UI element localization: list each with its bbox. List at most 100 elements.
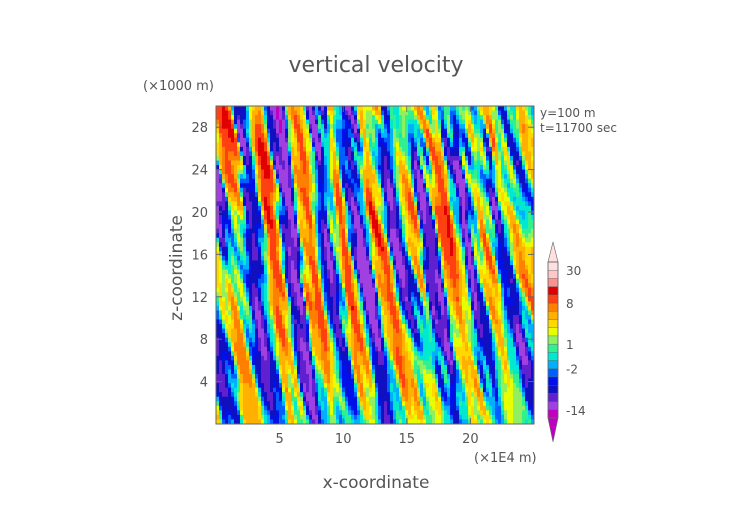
heatmap-cell <box>249 251 253 257</box>
heatmap-cell <box>312 205 316 212</box>
heatmap-cell <box>468 278 472 284</box>
heatmap-cell <box>504 228 508 234</box>
heatmap-cell <box>495 187 499 193</box>
heatmap-cell <box>375 274 379 280</box>
heatmap-cell <box>396 133 400 139</box>
heatmap-cell <box>357 160 361 166</box>
heatmap-cell <box>306 124 310 130</box>
heatmap-cell <box>387 278 391 284</box>
heatmap-cell <box>375 314 379 321</box>
heatmap-cell <box>312 224 316 230</box>
heatmap-cell <box>474 155 478 162</box>
heatmap-cell <box>231 224 235 230</box>
heatmap-cell <box>414 260 418 266</box>
heatmap-cell <box>216 219 220 225</box>
heatmap-field <box>216 106 534 424</box>
heatmap-cell <box>279 255 283 262</box>
heatmap-cell <box>429 278 433 284</box>
heatmap-cell <box>405 301 409 307</box>
heatmap-cell <box>384 305 388 312</box>
heatmap-cell <box>525 283 529 289</box>
heatmap-cell <box>456 228 460 234</box>
heatmap-cell <box>369 205 373 212</box>
heatmap-cell <box>219 274 223 280</box>
heatmap-cell <box>489 174 493 180</box>
heatmap-cell <box>444 305 448 312</box>
heatmap-cell <box>504 278 508 284</box>
heatmap-cell <box>531 215 534 221</box>
heatmap-cell <box>321 192 325 198</box>
heatmap-cell <box>456 242 460 248</box>
heatmap-cell <box>465 314 469 321</box>
heatmap-cell <box>348 278 352 284</box>
heatmap-cell <box>513 142 517 148</box>
heatmap-cell <box>369 260 373 266</box>
heatmap-cell <box>417 265 421 271</box>
heatmap-cell <box>300 269 304 275</box>
heatmap-cell <box>228 183 232 189</box>
heatmap-cell <box>327 133 331 139</box>
heatmap-cell <box>375 169 379 175</box>
heatmap-cell <box>489 110 493 116</box>
heatmap-cell <box>321 242 325 248</box>
heatmap-cell <box>498 228 502 234</box>
heatmap-cell <box>267 110 271 116</box>
heatmap-cell <box>531 255 534 262</box>
heatmap-cell <box>357 310 361 316</box>
heatmap-cell <box>261 242 265 248</box>
heatmap-cell <box>447 178 451 184</box>
heatmap-cell <box>351 314 355 321</box>
heatmap-cell <box>291 155 295 162</box>
heatmap-cell <box>246 265 250 271</box>
heatmap-cell <box>402 224 406 230</box>
heatmap-cell <box>297 287 301 293</box>
heatmap-cell <box>408 119 412 125</box>
heatmap-cell <box>354 115 358 121</box>
heatmap-cell <box>435 205 439 212</box>
heatmap-cell <box>279 224 283 230</box>
heatmap-cell <box>474 205 478 212</box>
heatmap-cell <box>531 314 534 321</box>
heatmap-cell <box>243 187 247 193</box>
heatmap-cell <box>252 151 256 157</box>
heatmap-cell <box>255 133 259 139</box>
heatmap-cell <box>309 246 313 252</box>
heatmap-cell <box>525 201 529 207</box>
heatmap-cell <box>495 251 499 257</box>
heatmap-cell <box>387 174 391 180</box>
heatmap-cell <box>363 274 367 280</box>
heatmap-cell <box>513 310 517 316</box>
heatmap-cell <box>387 242 391 248</box>
heatmap-cell <box>399 274 403 280</box>
heatmap-cell <box>432 283 436 289</box>
heatmap-cell <box>309 274 313 280</box>
heatmap-cell <box>330 224 334 230</box>
heatmap-cell <box>504 210 508 216</box>
heatmap-cell <box>255 242 259 248</box>
heatmap-cell <box>462 242 466 248</box>
heatmap-cell <box>480 274 484 280</box>
heatmap-cell <box>219 187 223 193</box>
heatmap-cell <box>381 205 385 212</box>
heatmap-cell <box>327 237 331 243</box>
heatmap-cell <box>255 174 259 180</box>
heatmap-cell <box>231 233 235 239</box>
heatmap-cell <box>267 228 271 234</box>
heatmap-cell <box>411 233 415 239</box>
heatmap-cell <box>333 165 337 171</box>
heatmap-cell <box>324 142 328 148</box>
heatmap-cell <box>387 128 391 134</box>
heatmap-cell <box>297 278 301 284</box>
heatmap-cell <box>354 169 358 175</box>
heatmap-cell <box>306 296 310 302</box>
heatmap-cell <box>498 296 502 302</box>
heatmap-cell <box>450 115 454 121</box>
heatmap-cell <box>327 106 331 112</box>
heatmap-cell <box>504 246 508 252</box>
heatmap-cell <box>294 201 298 207</box>
heatmap-cell <box>366 301 370 307</box>
heatmap-cell <box>354 228 358 234</box>
heatmap-cell <box>372 110 376 116</box>
heatmap-cell <box>369 119 373 125</box>
heatmap-cell <box>261 196 265 202</box>
